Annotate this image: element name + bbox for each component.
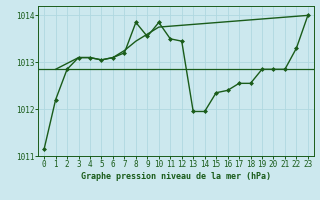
X-axis label: Graphe pression niveau de la mer (hPa): Graphe pression niveau de la mer (hPa) <box>81 172 271 181</box>
